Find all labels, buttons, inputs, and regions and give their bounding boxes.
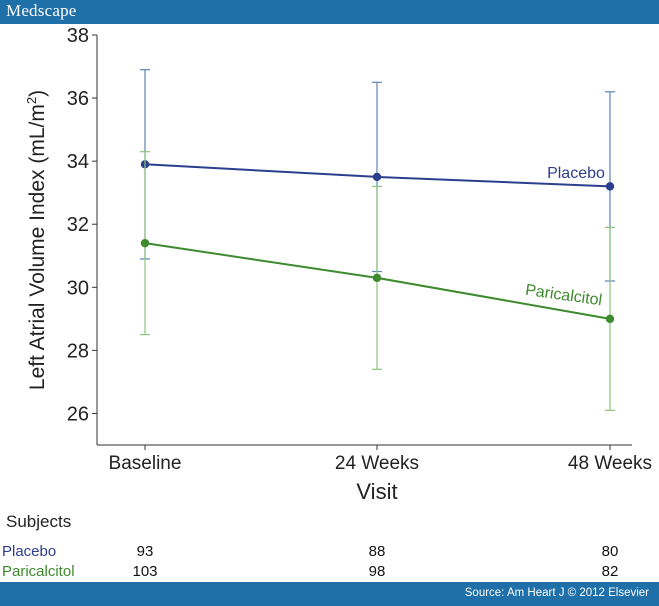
subjects-heading: Subjects: [6, 512, 72, 531]
paricalcitol-point: [605, 314, 615, 324]
subjects-paricalcitol-label: Paricalcitol: [2, 563, 75, 580]
subjects-placebo-label: Placebo: [2, 543, 57, 560]
brand-logo: Medscape: [6, 1, 77, 20]
x-axis-label: Visit: [356, 479, 397, 504]
y-tick-label: 38: [67, 25, 89, 47]
placebo-series-label: Placebo: [547, 165, 605, 182]
subjects-placebo-count-24wk: 88: [368, 543, 386, 560]
x-tick-label: 48 Weeks: [568, 453, 652, 474]
y-tick-label: 26: [67, 403, 89, 425]
placebo-point: [605, 182, 615, 191]
paricalcitol-point: [140, 238, 150, 248]
y-tick-label: 32: [67, 214, 89, 236]
subjects-paricalcitol-count-48wk: 82: [601, 563, 619, 580]
paricalcitol-point: [372, 273, 382, 283]
subjects-placebo-count-baseline: 93: [136, 543, 154, 560]
y-axis-label: Left Atrial Volume Index (mL/m2): [24, 90, 49, 390]
subjects-paricalcitol-count-24wk: 98: [368, 563, 386, 580]
x-tick-label: Baseline: [109, 453, 182, 474]
y-tick-label: 34: [67, 151, 89, 173]
chart: 26 28 30 32 34 36 38 Baseline 24 Weeks 48 Weeks Vi…: [24, 25, 652, 504]
subjects-placebo-count-48wk: 80: [601, 543, 619, 560]
y-tick-label: 30: [67, 277, 89, 299]
y-tick-label: 36: [67, 88, 89, 110]
placebo-point: [372, 172, 382, 182]
x-tick-label: 24 Weeks: [335, 453, 419, 474]
footer-bar: Source: Am Heart J © 2012 Elsevier: [0, 582, 659, 606]
source-credit: Source: Am Heart J © 2012 Elsevier: [464, 587, 649, 599]
subjects-paricalcitol-count-baseline: 103: [132, 563, 158, 580]
y-tick-label: 28: [67, 340, 89, 362]
header-bar: Medscape: [0, 0, 659, 24]
